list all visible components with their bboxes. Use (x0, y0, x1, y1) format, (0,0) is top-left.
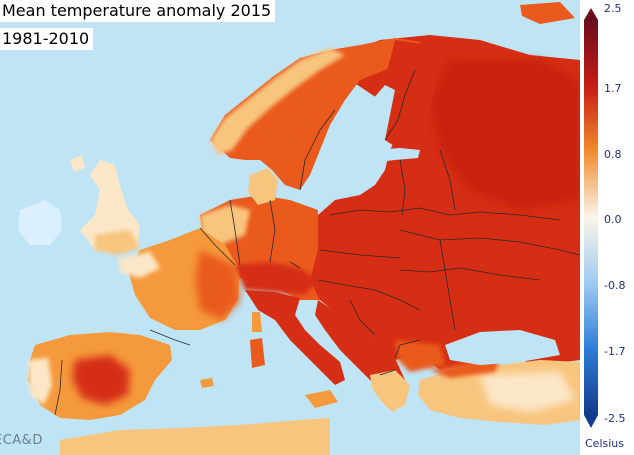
land-italy (245, 290, 345, 385)
colorbar-body (584, 20, 598, 415)
land-greece (370, 370, 410, 412)
map-subtitle: 1981-2010 (0, 28, 94, 50)
land-finland (380, 40, 440, 150)
legend-tick-label: 2.5 (604, 2, 622, 15)
sea-baltic (340, 85, 395, 195)
land-uk-south-mild (95, 230, 140, 255)
land-balearics (200, 378, 214, 388)
land-sicily (305, 390, 338, 408)
legend-tick-label: -0.8 (604, 279, 626, 292)
map-title: Mean temperature anomaly 2015 (0, 0, 276, 22)
legend-tick-label: 1.7 (604, 82, 622, 95)
land-benelux (200, 205, 250, 245)
land-turkey-cool (480, 372, 575, 412)
legend-tick-label: -1.7 (604, 345, 626, 358)
colorbar-bottom-arrow (584, 415, 598, 428)
legend-tick-label: 0.0 (604, 213, 622, 226)
land-russia-hot (430, 60, 580, 210)
land-scotland-islands (70, 155, 85, 172)
land-scandinavia (210, 38, 420, 190)
land-sardinia (250, 338, 265, 368)
land-svalbard (520, 2, 575, 24)
legend-units: Celsius (585, 437, 624, 450)
land-great-britain (80, 160, 140, 252)
sea-black (445, 330, 560, 365)
land-norway-coast (210, 48, 345, 155)
land-spain-hot (72, 355, 130, 405)
country-borders (54, 69, 580, 416)
europe-map (0, 0, 580, 455)
colorbar-top-arrow (584, 8, 598, 20)
land-alps (235, 262, 318, 295)
land-denmark (248, 168, 278, 205)
land-corsica (252, 312, 262, 332)
land-brittany-mild (118, 252, 160, 278)
land-bulgaria-warm (395, 340, 445, 372)
color-legend: 2.5 1.7 0.8 0.0 -0.8 -1.7 -2.5 Celsius (580, 0, 634, 455)
legend-tick-label: 0.8 (604, 148, 622, 161)
sea-gulf-of-finland (375, 148, 420, 162)
land-portugal-cool (28, 358, 52, 405)
eca-logo: ECA&D (0, 433, 43, 448)
colorbar (584, 8, 598, 428)
land-ireland (18, 200, 62, 245)
legend-tick-label: -2.5 (604, 412, 626, 425)
land-north-africa (60, 418, 330, 455)
anomaly-map: Mean temperature anomaly 2015 1981-2010 … (0, 0, 580, 455)
land-france-east-warm (195, 250, 240, 320)
